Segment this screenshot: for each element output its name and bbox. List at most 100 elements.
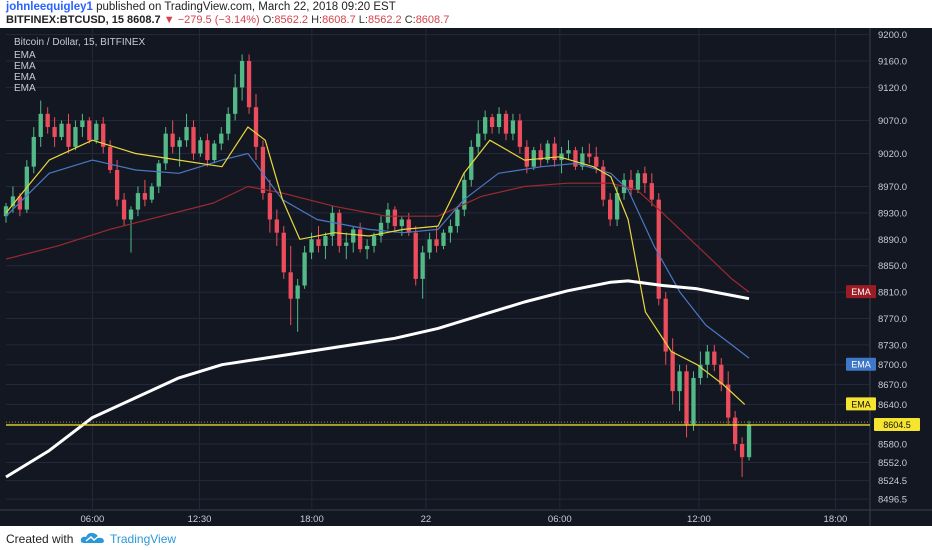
candle-body (309, 239, 314, 253)
candle-body (705, 351, 710, 365)
candle-body (114, 169, 120, 200)
legend-ema-3[interactable]: EMA (14, 72, 36, 83)
price-tick-label: 8850.0 (878, 261, 907, 272)
candle-body (10, 196, 16, 207)
candle-body (732, 417, 738, 444)
chart-title: Bitcoin / Dollar, 15, BITFINEX (14, 37, 145, 48)
candle-body (101, 123, 106, 147)
price-tick-label: 9200.0 (878, 30, 907, 41)
candle-body (580, 153, 585, 167)
candle-body (184, 127, 189, 141)
candle-body (52, 127, 57, 137)
last-price-tag (874, 418, 920, 432)
symbol-label: BITFINEX:BTCUSD, 15 (6, 14, 124, 26)
chart-background (0, 28, 932, 526)
time-tick-label: 18:00 (300, 514, 324, 525)
candle-body (413, 232, 418, 279)
candle-body (698, 364, 703, 378)
candle-body (392, 209, 398, 227)
candle-body (545, 143, 550, 161)
candle-body (163, 133, 168, 164)
candle-body (524, 146, 529, 167)
ema-tag (846, 397, 876, 411)
candle-body (66, 123, 71, 147)
candle-body (656, 199, 661, 299)
price-tick-label: 8524.5 (878, 476, 907, 487)
price-tick-label: 8890.0 (878, 235, 907, 246)
last-price-tag-label: 8604.5 (883, 420, 911, 430)
candle-body (635, 173, 641, 190)
publish-text: published on TradingView.com, March 22, … (96, 1, 396, 13)
candle-body (219, 133, 224, 144)
price-tick-label: 9160.0 (878, 57, 907, 68)
candle-body (87, 120, 92, 141)
candle-body (649, 183, 654, 200)
ema-tag (846, 285, 876, 299)
candle-body (177, 140, 182, 147)
candle-body (38, 113, 43, 137)
candle-body (302, 252, 307, 286)
ema-lines (5, 126, 750, 479)
candle-body (364, 245, 370, 250)
candle-body (3, 206, 9, 217)
time-tick-label: 18:00 (824, 514, 848, 525)
tradingview-brand[interactable]: TradingView (110, 532, 177, 546)
legend-ema-4[interactable]: EMA (14, 83, 36, 94)
price-tick-label: 8930.0 (878, 208, 907, 219)
publish-info: johnleequigley1 published on TradingView… (6, 1, 396, 13)
candle-body (94, 123, 99, 141)
candle-body (239, 61, 245, 88)
tradingview-cloud-icon (80, 532, 104, 543)
price-chart[interactable]: 06:00 12:30 18:00 22 06:00 12:00 18:00 9200.0 9… (0, 28, 932, 526)
candle-body (73, 127, 78, 147)
candle-body (378, 222, 384, 236)
price-change: −279.5 (−3.14%) (177, 14, 260, 26)
close-value: 8608.7 (415, 14, 450, 26)
candle-body (538, 150, 543, 161)
candle-body (746, 425, 752, 458)
candle-body (80, 120, 85, 128)
author-link[interactable]: johnleequigley1 (6, 1, 93, 13)
candle-body (371, 235, 377, 246)
candle-body (344, 242, 349, 246)
price-tags: EMA EMA EMA 8604.5 (846, 285, 920, 432)
candle-body (246, 61, 252, 108)
candle-body (330, 212, 335, 236)
price-tick-label: 8810.0 (878, 288, 907, 299)
candle-body (205, 140, 210, 161)
high-value: 8608.7 (322, 14, 356, 26)
price-tick-label: 8770.0 (878, 314, 907, 325)
time-tick-label: 06:00 (81, 514, 105, 525)
legend-ema-1[interactable]: EMA (14, 50, 36, 61)
candle-body (156, 163, 161, 187)
candle-body (226, 113, 231, 134)
legend-ema-2[interactable]: EMA (14, 61, 36, 72)
candle-body (441, 232, 446, 246)
candle-body (59, 123, 64, 137)
candle-body (420, 252, 425, 279)
candle-body (191, 127, 196, 154)
candle-body (170, 133, 175, 147)
candle-body (358, 229, 363, 250)
candle-body (108, 146, 113, 170)
ema-tag (846, 357, 876, 371)
candle-body (406, 219, 411, 233)
down-arrow-icon: ▼ (163, 14, 175, 26)
candle-body (455, 209, 460, 227)
chart-footer: Created with TradingView (0, 526, 932, 550)
price-line (6, 421, 870, 426)
price-tick-label: 8700.0 (878, 360, 907, 371)
candle-body (691, 377, 696, 425)
candle-body (260, 146, 266, 194)
ema-tag-label: EMA (851, 287, 871, 297)
candle-body (351, 229, 356, 243)
candle-body (267, 193, 273, 220)
candle-body (489, 117, 495, 128)
candle-body (45, 113, 50, 128)
chart-header: johnleequigley1 published on TradingView… (0, 0, 932, 28)
candle-body (462, 179, 467, 210)
price-tick-label: 8970.0 (878, 182, 907, 193)
price-tick-label: 8552.0 (878, 458, 907, 469)
candle-body (281, 232, 286, 273)
candle-body (517, 120, 523, 147)
